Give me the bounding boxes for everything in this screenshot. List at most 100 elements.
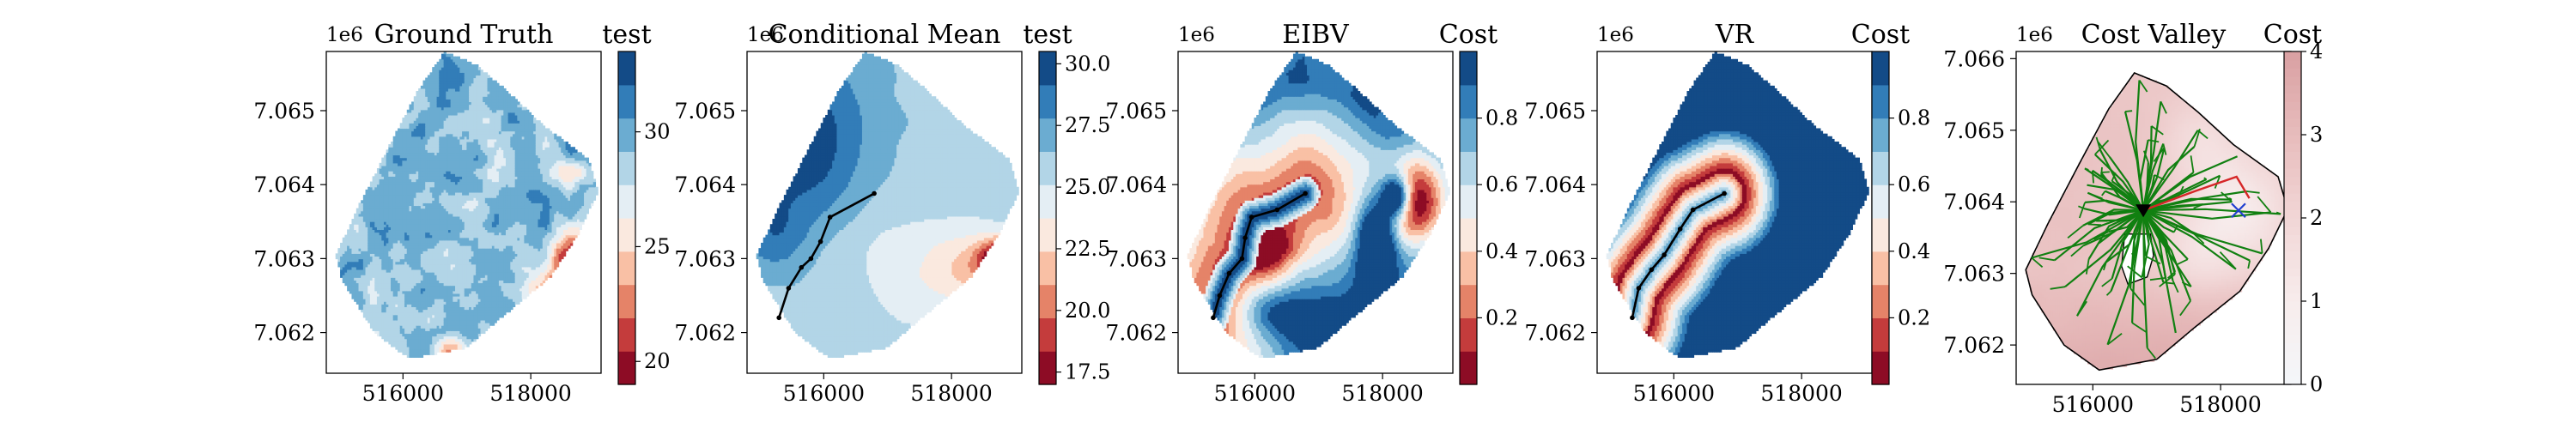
heatmap-cell — [411, 147, 415, 150]
heatmap-cell — [374, 319, 378, 323]
heatmap-cell — [369, 210, 374, 214]
heatmap-cell — [362, 232, 367, 236]
heatmap-cell — [372, 275, 375, 278]
heatmap-cell — [361, 232, 364, 236]
heatmap-cell — [376, 277, 380, 281]
heatmap-cell — [420, 309, 424, 313]
heatmap-cell — [374, 219, 378, 222]
heatmap-cell — [418, 251, 422, 254]
heatmap-cell — [344, 239, 348, 244]
heatmap-cell — [362, 282, 367, 287]
heatmap-cell — [411, 184, 415, 188]
heatmap-cell — [349, 248, 353, 251]
heatmap-cell — [383, 181, 387, 185]
heatmap-cell — [391, 184, 394, 188]
heatmap-cell — [411, 208, 415, 212]
heatmap-cell — [404, 149, 408, 154]
heatmap-cell — [391, 251, 394, 254]
heatmap-cell — [402, 224, 405, 227]
heatmap-cell — [409, 311, 412, 316]
heatmap-cell — [409, 106, 412, 111]
heatmap-cell — [413, 160, 417, 164]
heatmap-cell — [402, 144, 405, 148]
heatmap-cell — [383, 306, 387, 311]
heatmap-cell — [368, 290, 371, 294]
heatmap-cell — [355, 277, 360, 281]
heatmap-cell — [420, 323, 424, 326]
heatmap-cell — [344, 234, 348, 239]
heatmap-cell — [395, 299, 398, 302]
heatmap-cell — [392, 282, 396, 287]
heatmap-cell — [386, 272, 389, 275]
heatmap-cell — [374, 251, 378, 254]
heatmap-cell — [358, 251, 361, 254]
heatmap-cell — [409, 205, 412, 209]
heatmap-cell — [374, 261, 378, 265]
heatmap-cell — [379, 176, 382, 180]
heatmap-cell — [342, 242, 346, 246]
heatmap-cell — [362, 287, 367, 292]
heatmap-cell — [354, 248, 357, 251]
heatmap-cell — [392, 304, 396, 308]
heatmap-cell — [411, 154, 415, 159]
heatmap-cell — [365, 239, 368, 244]
heatmap-cell — [392, 149, 396, 154]
heatmap-cell — [351, 261, 355, 265]
heatmap-cell — [388, 147, 392, 150]
heatmap-cell — [406, 186, 410, 190]
heatmap-cell — [418, 319, 422, 323]
heatmap-cell — [372, 309, 375, 313]
heatmap-cell — [369, 282, 374, 287]
heatmap-cell — [418, 227, 422, 231]
heatmap-cell — [409, 181, 412, 185]
heatmap-cell — [358, 290, 361, 294]
heatmap-cell — [386, 256, 389, 260]
heatmap-cell — [342, 275, 346, 278]
heatmap-cell — [381, 285, 385, 289]
heatmap-cell — [391, 333, 394, 337]
heatmap-cell — [409, 157, 412, 161]
heatmap-cell — [355, 282, 360, 287]
heatmap-cell — [379, 333, 382, 337]
heatmap-cell — [383, 251, 387, 254]
heatmap-cell — [406, 128, 410, 132]
heatmap-cell — [372, 258, 375, 263]
heatmap-cell — [404, 234, 408, 239]
heatmap-cell — [381, 229, 385, 233]
heatmap-cell — [416, 237, 419, 241]
heatmap-cell — [395, 282, 398, 287]
heatmap-cell — [416, 200, 419, 203]
heatmap-cell — [354, 277, 357, 281]
heatmap-cell — [391, 323, 394, 326]
heatmap-cell — [409, 251, 412, 254]
heatmap-cell — [392, 319, 396, 323]
heatmap-cell — [361, 272, 364, 275]
heatmap-cell — [399, 248, 404, 251]
heatmap-cell — [399, 142, 404, 145]
heatmap-cell — [395, 221, 398, 225]
heatmap-cell — [361, 282, 364, 287]
heatmap-cell — [362, 277, 367, 281]
heatmap-cell — [358, 224, 361, 227]
heatmap-cell — [409, 290, 412, 294]
heatmap-cell — [383, 296, 387, 299]
heatmap-cell — [413, 251, 417, 254]
heatmap-cell — [409, 149, 412, 154]
heatmap-cell — [383, 171, 387, 174]
heatmap-cell — [368, 269, 371, 273]
heatmap-cell — [365, 296, 368, 299]
heatmap-cell — [362, 266, 367, 270]
heatmap-cell — [399, 232, 404, 236]
heatmap-cell — [411, 256, 415, 260]
heatmap-cell — [418, 202, 422, 207]
heatmap-cell — [411, 197, 415, 201]
heatmap-cell — [416, 133, 419, 137]
heatmap-cell — [388, 338, 392, 342]
heatmap-cell — [361, 205, 364, 209]
heatmap-cell — [376, 178, 380, 183]
heatmap-cell — [374, 232, 378, 236]
heatmap-cell — [395, 277, 398, 281]
heatmap-cell — [416, 343, 419, 347]
heatmap-cell — [361, 266, 364, 270]
heatmap-cell — [418, 293, 422, 297]
